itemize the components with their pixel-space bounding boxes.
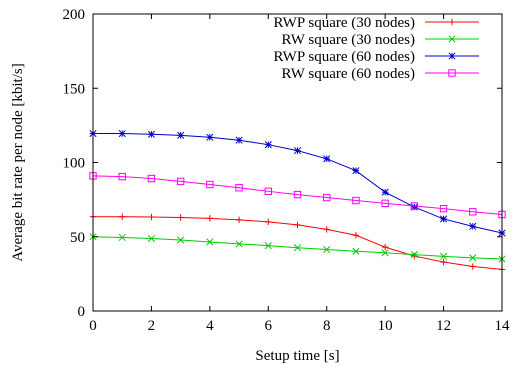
data-point [293, 147, 302, 155]
data-point [119, 213, 126, 220]
y-tick-label: 100 [63, 156, 86, 172]
x-tick-label: 10 [378, 318, 393, 334]
data-point [176, 177, 185, 186]
data-point [323, 226, 330, 233]
x-tick-label: 12 [436, 318, 451, 334]
y-tick-label: 200 [63, 7, 86, 23]
data-point [323, 155, 331, 163]
y-tick-label: 0 [78, 304, 86, 320]
data-point [352, 232, 360, 239]
series-3 [89, 129, 506, 237]
plot-marks [89, 129, 506, 273]
y-axis-label: Average bit rate per node [kbit/s] [10, 63, 26, 261]
legend-entry: RW square (30 nodes) [282, 32, 479, 48]
data-point [469, 263, 476, 270]
data-point [177, 131, 185, 139]
data-point [469, 208, 477, 216]
data-point [381, 199, 389, 208]
series-line [92, 175, 503, 215]
legend-marker [448, 18, 456, 26]
data-point [265, 218, 272, 226]
data-point [440, 258, 447, 266]
data-point [352, 167, 360, 175]
legend-label: RW square (30 nodes) [282, 32, 415, 48]
data-point [293, 244, 302, 252]
data-point [323, 245, 331, 254]
data-point [469, 222, 477, 230]
x-tick-label: 14 [495, 318, 511, 334]
x-axis-label: Setup time [s] [255, 348, 339, 364]
series-2 [89, 233, 506, 263]
data-point [206, 180, 214, 189]
x-tick-label: 0 [89, 318, 97, 334]
data-point [440, 252, 448, 260]
legend-label: RWP square (30 nodes) [273, 15, 415, 31]
data-point [206, 215, 214, 222]
data-point [118, 172, 126, 181]
data-point [177, 236, 185, 244]
legend-entry: RW square (60 nodes) [282, 66, 479, 82]
data-point [352, 196, 360, 205]
data-point [147, 234, 155, 243]
legend-marker [448, 35, 456, 43]
data-point [440, 215, 448, 223]
data-point [381, 243, 389, 251]
legend-label: RWP square (60 nodes) [273, 49, 415, 65]
data-point [381, 188, 389, 196]
data-point [118, 233, 126, 242]
series-1 [89, 213, 506, 273]
data-point [206, 238, 214, 246]
legend-marker [448, 69, 456, 77]
x-tick-label: 6 [265, 318, 273, 334]
data-point [235, 136, 243, 144]
series-4 [89, 172, 506, 219]
data-point [148, 213, 155, 221]
data-point [118, 129, 126, 138]
data-point [293, 190, 302, 199]
x-tick-label: 8 [323, 318, 331, 334]
legend-entry: RWP square (60 nodes) [273, 49, 479, 65]
data-point [147, 174, 156, 183]
legend-marker [448, 52, 456, 60]
data-point [177, 214, 184, 221]
data-point [439, 204, 448, 213]
legend-label: RW square (60 nodes) [282, 66, 415, 82]
data-point [147, 130, 155, 138]
data-point [235, 216, 243, 224]
data-point [410, 251, 418, 259]
data-point [469, 254, 477, 262]
x-tick-label: 2 [148, 318, 156, 334]
data-point [352, 247, 360, 255]
data-point [323, 193, 331, 202]
legend-entry: RWP square (30 nodes) [273, 15, 479, 31]
data-point [411, 252, 418, 260]
data-point [410, 202, 419, 210]
legend: RWP square (30 nodes)RW square (30 nodes… [273, 15, 479, 82]
x-tick-label: 4 [206, 318, 214, 334]
data-point [294, 221, 301, 229]
data-point [235, 184, 243, 192]
y-tick-label: 150 [63, 81, 86, 97]
data-point [381, 249, 389, 257]
data-point [264, 187, 272, 196]
data-point [264, 242, 272, 250]
data-point [235, 240, 243, 248]
axis-ticks: 0 2 4 6 8 10 12 14 0 50 100 150 200 [63, 7, 511, 334]
y-tick-label: 50 [70, 230, 85, 246]
data-point [264, 141, 272, 149]
data-point [206, 133, 214, 141]
